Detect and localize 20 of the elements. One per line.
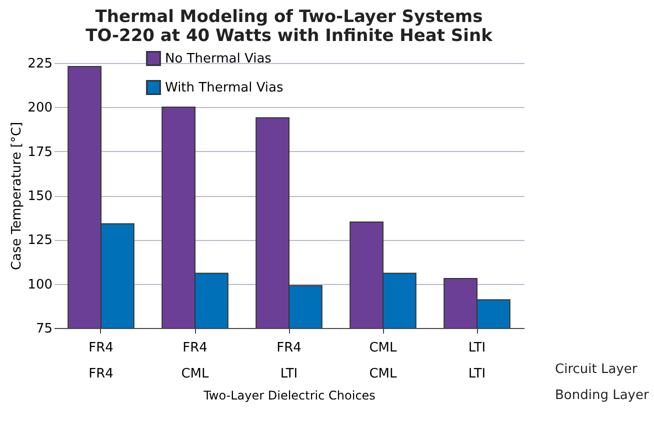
legend-label: No Thermal Vias <box>165 52 272 66</box>
text: Circuit Layer <box>555 362 638 377</box>
y-tick-label: 225 <box>28 56 52 72</box>
y-axis-title: Case Temperature [°C] <box>10 122 25 270</box>
x-tick-label: FR4 LTI <box>276 340 302 382</box>
text: Bonding Layer <box>555 388 649 403</box>
y-tick-label: 175 <box>28 144 52 160</box>
legend-label: With Thermal Vias <box>165 80 284 96</box>
y-tick-label: 150 <box>28 189 52 204</box>
x-tick-label: FR4 CML <box>181 340 210 382</box>
x-tick-label: CML CML <box>369 340 398 382</box>
x-tick-label: LTI LTI <box>468 340 486 382</box>
chart-subtitle: TO-220 at 40 Watts with Infinite Heat Sink <box>86 26 494 46</box>
x-axis-title: Two-Layer Dielectric Choices <box>202 388 376 402</box>
x-tick-label: FR4 FR4 <box>88 340 114 382</box>
chart-title: Thermal Modeling of Two-Layer Systems <box>95 7 483 27</box>
y-tick-label: 75 <box>36 322 52 336</box>
y-tick-label: 125 <box>28 233 52 248</box>
y-tick-label: 200 <box>28 100 52 116</box>
y-tick-label: 100 <box>28 277 52 292</box>
